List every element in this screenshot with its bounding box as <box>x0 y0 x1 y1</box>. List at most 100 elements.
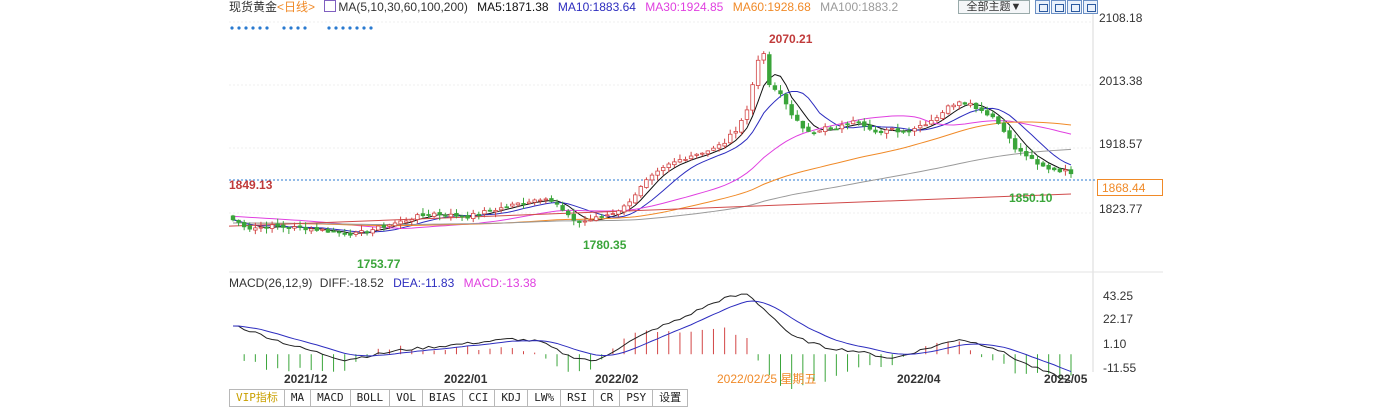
info-markers[interactable] <box>230 26 373 30</box>
candle-body <box>700 152 705 155</box>
candle-body <box>336 231 342 234</box>
candle-body <box>828 127 833 130</box>
macd-tick-11: -11.55 <box>1103 361 1136 375</box>
candle-body <box>755 59 761 86</box>
candle-body <box>1046 164 1051 170</box>
candle-body <box>940 112 945 120</box>
low-feb-annotation: 1780.35 <box>583 238 627 252</box>
ma10-line <box>232 91 1072 233</box>
candle-body <box>666 163 671 168</box>
period-label[interactable]: <日线> <box>277 0 316 14</box>
candle-body <box>420 213 426 217</box>
candle-body <box>610 213 616 215</box>
candle-body <box>269 224 275 229</box>
tab-psy[interactable]: PSY <box>620 389 654 407</box>
theme-select-button[interactable]: 全部主题▼ <box>958 0 1030 14</box>
tab-vip[interactable]: VIP指标 <box>229 389 285 407</box>
tab-bias[interactable]: BIAS <box>423 389 463 407</box>
candle-body <box>884 129 889 134</box>
candle-body <box>1024 151 1029 157</box>
info-dot <box>258 26 262 30</box>
candle-body <box>789 104 794 116</box>
x-label-2022-04: 2022/04 <box>897 372 941 386</box>
candle-body <box>951 104 956 108</box>
tab-cr[interactable]: CR <box>594 389 621 407</box>
y-tick-1918: 1918.57 <box>1099 137 1143 151</box>
tab-ma[interactable]: MA <box>284 389 312 407</box>
ma30-value: MA30:1924.85 <box>645 0 724 14</box>
candle-body <box>454 213 459 217</box>
candle-body <box>1018 148 1023 152</box>
candle-body <box>923 124 928 127</box>
candle-body <box>348 232 353 236</box>
candle-body <box>912 128 917 132</box>
fullscreen-icon[interactable] <box>1083 0 1098 14</box>
ma5-line <box>232 73 1072 234</box>
tab-vol[interactable]: VOL <box>390 389 423 407</box>
candle-body <box>309 228 314 232</box>
candle-body <box>543 198 549 201</box>
info-dot <box>237 26 241 30</box>
candle-body <box>783 94 789 105</box>
ma-label: MA(5,10,30,60,100,200) <box>338 0 468 14</box>
candle-body <box>705 150 711 155</box>
current-price-label: 1868.44 <box>1097 179 1163 196</box>
candle-body <box>1068 169 1074 175</box>
tab-cci[interactable]: CCI <box>462 389 496 407</box>
macd-title: MACD(26,12,9) <box>229 276 312 290</box>
tab-boll[interactable]: BOLL <box>350 389 391 407</box>
candle-body <box>526 201 532 204</box>
macd-diff: DIFF:-18.52 <box>320 276 384 290</box>
candle-body <box>672 161 677 166</box>
candle-body <box>850 120 856 125</box>
candle-body <box>387 224 392 227</box>
info-dot <box>296 26 300 30</box>
candle-body <box>247 225 252 230</box>
ma-settings-icon[interactable] <box>324 0 337 12</box>
candle-body <box>359 230 364 233</box>
candle-body <box>800 120 806 129</box>
crosshair-icon[interactable] <box>1035 0 1050 14</box>
candle-body <box>264 226 269 229</box>
candle-body <box>582 220 588 223</box>
candle-body <box>605 214 610 217</box>
ma5-value: MA5:1871.38 <box>477 0 549 14</box>
candle-body <box>767 54 772 86</box>
candle-body <box>403 220 409 223</box>
candle-body <box>498 207 504 211</box>
candle-body <box>633 194 638 204</box>
candle-body <box>443 214 448 217</box>
tab-settings[interactable]: 设置 <box>653 389 689 407</box>
tab-rsi[interactable]: RSI <box>561 389 594 407</box>
macd-tick-1: 1.10 <box>1103 337 1127 351</box>
chart-type-icon[interactable] <box>1067 0 1082 14</box>
info-dot <box>341 26 345 30</box>
candle-body <box>711 147 716 151</box>
info-dot <box>282 26 286 30</box>
candle-body <box>292 226 297 229</box>
info-dot <box>289 26 293 30</box>
candle-body <box>331 230 336 233</box>
candle-body <box>448 213 454 218</box>
candle-body <box>482 210 487 215</box>
candle-body <box>236 219 241 223</box>
candle-body <box>538 199 543 202</box>
candle-body <box>549 198 554 202</box>
candle-body <box>683 159 688 161</box>
candle-body <box>822 126 828 132</box>
candle-body <box>370 229 375 234</box>
candle-body <box>733 131 738 134</box>
candle-body <box>694 153 699 156</box>
candle-body <box>521 203 526 205</box>
candle-body <box>772 85 778 90</box>
candle-body <box>638 186 644 197</box>
tab-macd[interactable]: MACD <box>311 389 351 407</box>
candle-body <box>716 144 722 149</box>
tab-kdj[interactable]: KDJ <box>495 389 529 407</box>
candle-body <box>895 128 901 133</box>
zoom-in-icon[interactable] <box>1051 0 1066 14</box>
info-dot <box>303 26 307 30</box>
candle-body <box>241 222 247 228</box>
candle-body <box>862 121 867 127</box>
tab-lw[interactable]: LW% <box>528 389 562 407</box>
